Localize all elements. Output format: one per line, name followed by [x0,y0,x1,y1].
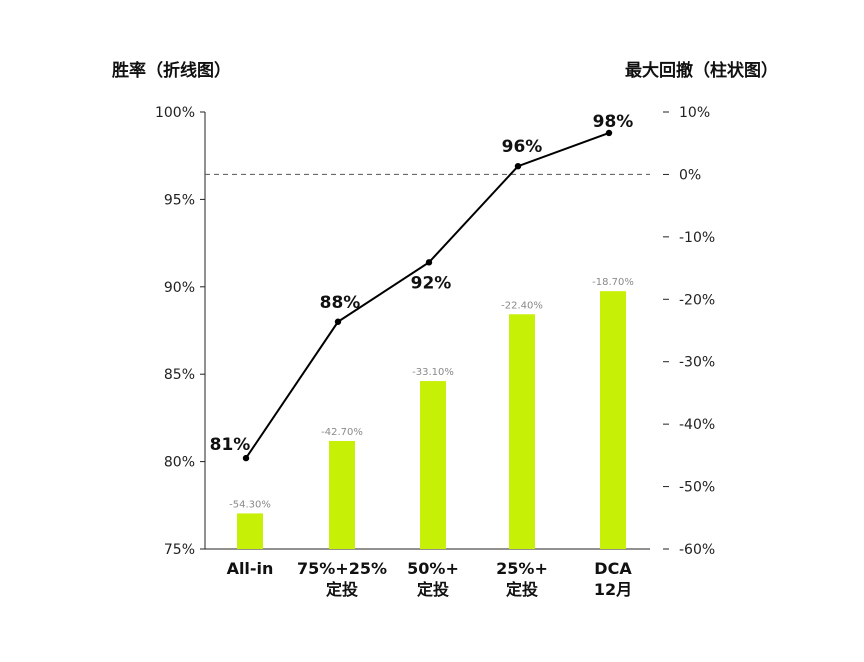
right-tick-label: -50% [679,480,715,496]
category-label: 定投 [416,580,449,599]
left-tick-label: 95% [164,192,195,208]
right-tick-label: -60% [679,542,715,558]
right-tick-label: 10% [679,105,710,121]
drawdown-bar [329,440,355,549]
win-rate-label: 98% [593,112,634,132]
category-label: 定投 [505,580,538,599]
win-rate-label: 81% [210,435,251,455]
right-tick-label: 0% [679,167,701,183]
category-label: DCA [594,559,632,578]
left-tick-label: 80% [164,455,195,471]
win-rate-point [514,162,522,170]
win-rate-line: 81% 88% 92% 96% 98% [210,112,634,462]
drawdown-bar [600,291,626,549]
win-rate-point [334,318,342,325]
category-label: 50%+ [407,559,459,578]
category-label: 定投 [325,580,358,599]
drawdown-bar [420,381,446,549]
bar-value-label: -42.70% [321,427,363,438]
category-label: 25%+ [496,559,548,578]
left-tick-label: 100% [155,105,195,121]
bar-value-label: -33.10% [412,367,454,378]
drawdown-bar [237,513,263,549]
win-rate-label: 96% [502,137,543,157]
left-axis-title: 胜率（折线图） [112,60,231,81]
right-tick-label: -30% [679,355,715,371]
bar-value-label: -22.40% [501,300,543,311]
left-tick-label: 85% [164,367,195,383]
right-axis-title: 最大回撤（柱状图） [625,60,778,81]
win-rate-point [242,454,250,462]
category-label: All-in [227,559,274,578]
win-rate-point [425,259,433,266]
right-tick-label: -20% [679,292,715,308]
category-label: 12月 [594,580,632,599]
left-tick-label: 90% [164,280,195,296]
category-label: 75%+25% [297,559,387,578]
drawdown-bar [509,314,535,549]
win-rate-label: 92% [411,273,452,293]
win-rate-point [605,129,613,137]
category-labels: All-in 75%+25% 定投 50%+ 定投 25%+ 定投 DCA 12月 [227,559,633,599]
drawdown-bars: -54.30% -42.70% -33.10% -22.40% -18.70% [229,277,634,549]
right-tick-label: -40% [679,417,715,433]
right-tick-label: -10% [679,230,715,246]
bar-value-label: -18.70% [592,277,634,288]
bar-value-label: -54.30% [229,499,271,510]
left-tick-label: 75% [164,542,195,558]
win-rate-label: 88% [320,293,361,313]
